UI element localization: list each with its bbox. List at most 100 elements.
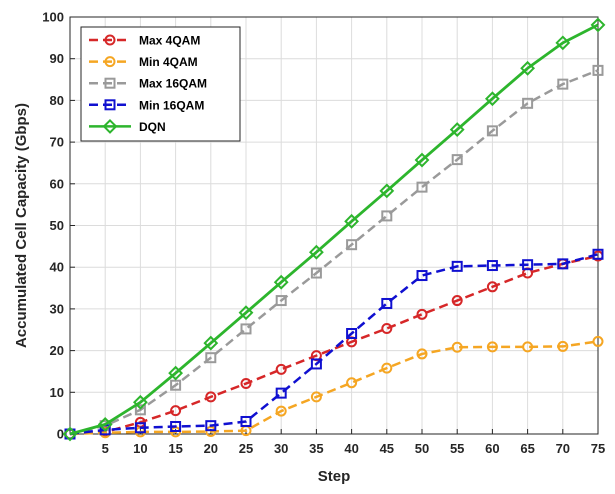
data-point bbox=[170, 379, 182, 391]
x-tick-label: 5 bbox=[102, 441, 109, 456]
data-point bbox=[592, 64, 604, 76]
y-tick-label: 90 bbox=[50, 51, 64, 66]
series-layer bbox=[62, 17, 606, 442]
x-tick-label: 60 bbox=[485, 441, 499, 456]
data-point bbox=[522, 259, 534, 271]
data-point bbox=[170, 405, 182, 417]
x-tick-label: 50 bbox=[415, 441, 429, 456]
series-line bbox=[69, 254, 599, 436]
data-point bbox=[486, 260, 498, 272]
data-point bbox=[168, 365, 184, 381]
data-point bbox=[205, 391, 217, 403]
data-point bbox=[486, 281, 498, 293]
data-point bbox=[557, 258, 569, 270]
series-line bbox=[69, 253, 599, 436]
legend-label: Max 4QAM bbox=[139, 34, 200, 48]
legend: Max 4QAM Min 4QAM Max 16QAM Min 16QAM DQN bbox=[80, 26, 241, 142]
data-point bbox=[522, 341, 534, 353]
data-point bbox=[310, 267, 322, 279]
y-tick-label: 30 bbox=[50, 301, 64, 316]
data-point bbox=[104, 56, 116, 68]
y-tick-label: 100 bbox=[42, 10, 64, 25]
legend-label: Min 4QAM bbox=[139, 55, 198, 69]
x-tick-label: 55 bbox=[450, 441, 464, 456]
x-axis-label: Step bbox=[318, 468, 351, 485]
legend-label: Max 16QAM bbox=[139, 77, 207, 91]
data-point bbox=[203, 335, 219, 351]
data-point bbox=[240, 415, 252, 427]
data-point bbox=[346, 377, 358, 389]
x-tick-label: 25 bbox=[239, 441, 253, 456]
data-point bbox=[344, 213, 360, 229]
data-point bbox=[381, 210, 393, 222]
y-tick-label: 80 bbox=[50, 93, 64, 108]
data-point bbox=[62, 426, 78, 442]
data-point bbox=[205, 352, 217, 364]
y-axis-label: Accumulated Cell Capacity (Gbps) bbox=[13, 103, 30, 348]
data-point bbox=[379, 183, 395, 199]
data-point bbox=[346, 239, 358, 251]
legend-entry: Min 4QAM bbox=[89, 55, 198, 69]
legend-entry: Min 16QAM bbox=[89, 98, 204, 112]
data-point bbox=[557, 78, 569, 90]
data-point bbox=[205, 425, 217, 437]
x-tick-label: 20 bbox=[204, 441, 218, 456]
series-line bbox=[69, 23, 599, 436]
data-point bbox=[592, 335, 604, 347]
data-point bbox=[486, 125, 498, 137]
data-point bbox=[555, 35, 571, 51]
data-point bbox=[381, 362, 393, 374]
y-tick-label: 10 bbox=[50, 385, 64, 400]
data-point bbox=[275, 295, 287, 307]
legend-entry: Max 4QAM bbox=[89, 34, 200, 48]
data-point bbox=[522, 97, 534, 109]
x-tick-label: 65 bbox=[520, 441, 534, 456]
data-point bbox=[205, 420, 217, 432]
legend-label: Min 16QAM bbox=[139, 98, 204, 112]
y-tick-label: 20 bbox=[50, 343, 64, 358]
y-tick-label: 50 bbox=[50, 218, 64, 233]
data-point bbox=[102, 118, 118, 134]
data-point bbox=[310, 358, 322, 370]
data-point bbox=[381, 322, 393, 334]
series-line bbox=[69, 340, 599, 436]
x-tick-label: 70 bbox=[556, 441, 570, 456]
data-point bbox=[132, 394, 148, 410]
y-tick-label: 60 bbox=[50, 176, 64, 191]
data-point bbox=[451, 260, 463, 272]
data-point bbox=[275, 363, 287, 375]
data-point bbox=[416, 308, 428, 320]
data-point bbox=[451, 154, 463, 166]
data-point bbox=[170, 420, 182, 432]
series-min-4qam bbox=[64, 335, 604, 440]
data-point bbox=[104, 34, 116, 46]
y-tick-label: 0 bbox=[57, 427, 64, 442]
data-point bbox=[104, 99, 116, 111]
data-point bbox=[590, 17, 606, 33]
x-axis-ticks: 5 10 15 20 25 30 35 40 45 50 55 60 65 70 75 bbox=[69, 429, 605, 456]
data-point bbox=[416, 181, 428, 193]
y-tick-label: 70 bbox=[50, 135, 64, 150]
x-tick-label: 75 bbox=[591, 441, 605, 456]
legend-label: DQN bbox=[139, 120, 166, 134]
data-point bbox=[240, 378, 252, 390]
data-point bbox=[484, 91, 500, 107]
x-tick-label: 40 bbox=[344, 441, 358, 456]
data-point bbox=[310, 391, 322, 403]
data-point bbox=[451, 341, 463, 353]
y-axis-ticks: 0 10 20 30 40 50 60 70 80 90 100 bbox=[42, 10, 75, 442]
x-tick-label: 30 bbox=[274, 441, 288, 456]
data-point bbox=[134, 404, 146, 416]
data-point bbox=[381, 297, 393, 309]
data-point bbox=[416, 348, 428, 360]
x-tick-label: 35 bbox=[309, 441, 323, 456]
series-dqn bbox=[62, 17, 606, 442]
data-point bbox=[449, 122, 465, 138]
data-point bbox=[240, 323, 252, 335]
x-tick-label: 10 bbox=[133, 441, 147, 456]
data-point bbox=[273, 274, 289, 290]
legend-entry: Max 16QAM bbox=[89, 77, 207, 91]
x-tick-label: 15 bbox=[168, 441, 182, 456]
data-point bbox=[275, 387, 287, 399]
